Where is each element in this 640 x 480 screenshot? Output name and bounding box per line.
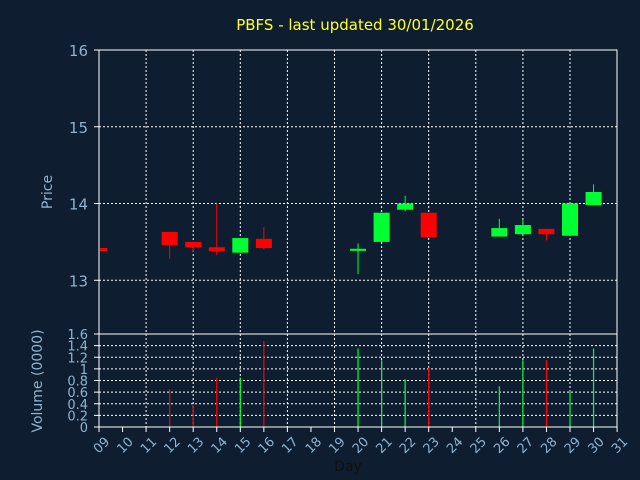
- candle-body: [232, 238, 249, 253]
- candle-body: [373, 212, 390, 242]
- volume-y-tick-label: 0.4: [67, 398, 88, 413]
- chart-title: PBFS - last updated 30/01/2026: [236, 16, 474, 34]
- price-y-tick-label: 16: [69, 42, 88, 60]
- candle-body: [562, 203, 578, 236]
- volume-y-tick-labels: 00.20.40.60.811.21.41.6: [67, 328, 99, 436]
- candle-body: [185, 241, 202, 248]
- volume-y-tick-label: 1.2: [67, 351, 88, 366]
- candle-body: [538, 228, 555, 235]
- volume-y-tick-label: 1: [80, 363, 88, 378]
- volume-panel: 00.20.40.60.811.21.41.6 Volume (0000): [30, 328, 618, 436]
- candle-body: [585, 192, 602, 206]
- candle-body: [491, 228, 508, 237]
- price-axis-label: Price: [40, 175, 56, 209]
- price-panel: 13 14 15 16 Price: [40, 42, 618, 335]
- candle-body: [255, 238, 272, 249]
- volume-y-tick-label: 0.6: [67, 386, 88, 401]
- volume-y-tick-label: 1.4: [67, 340, 88, 355]
- volume-y-tick-label: 0.8: [67, 375, 88, 390]
- candle-body: [514, 225, 531, 235]
- volume-bars: [169, 340, 595, 427]
- volume-y-tick-label: 0.2: [67, 409, 88, 424]
- price-y-tick-label: 15: [69, 119, 88, 137]
- candle-body: [208, 247, 225, 252]
- x-axis-label: Day: [334, 459, 362, 475]
- candle-body: [161, 231, 178, 245]
- volume-y-tick-label: 1.6: [67, 328, 88, 343]
- price-y-tick-label: 13: [69, 272, 88, 290]
- volume-axis-label: Volume (0000): [30, 329, 46, 432]
- candle-body: [420, 212, 437, 238]
- candle-body: [397, 203, 414, 210]
- volume-y-tick-label: 0: [80, 421, 88, 436]
- price-y-tick-label: 14: [69, 196, 88, 214]
- candle-body: [100, 248, 107, 252]
- candle-body: [350, 248, 367, 251]
- price-candles: [98, 184, 602, 275]
- price-y-tick-labels: 13 14 15 16: [69, 42, 99, 290]
- price-grid: [99, 49, 617, 334]
